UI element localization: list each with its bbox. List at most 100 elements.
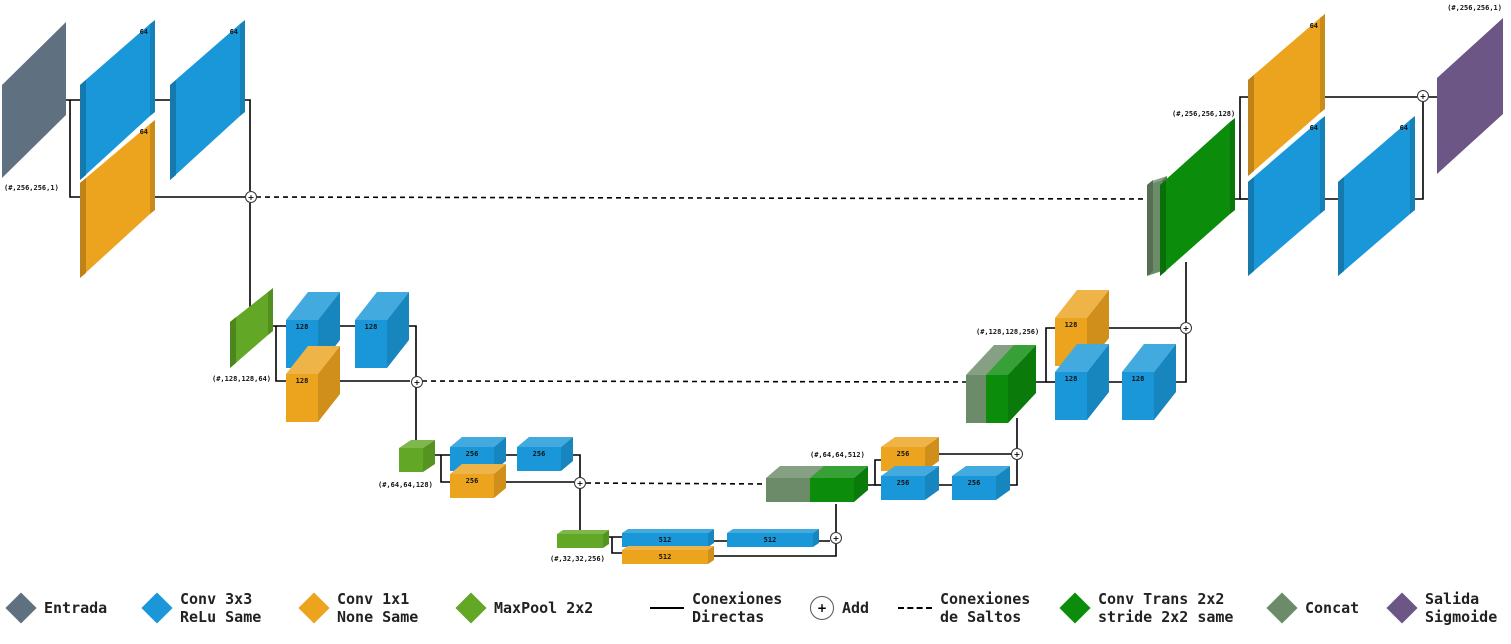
enc3-conv1: 256 xyxy=(450,464,506,498)
legend-entrada-label: Entrada xyxy=(44,599,108,617)
dec1-conv3-b: 64 xyxy=(1338,116,1415,276)
dec3-conv3-b: 256 xyxy=(952,466,1010,500)
legend-conv1: Conv 1x1 None Same xyxy=(297,586,418,630)
bott-conv3-b: 512 xyxy=(727,529,819,547)
dim-pool2: (#,64,64,128) xyxy=(378,481,433,489)
legend-add-label: Add xyxy=(842,599,870,617)
dim-up2: (#,128,128,256) xyxy=(976,328,1039,336)
enc2-conv1: 128 xyxy=(286,346,340,422)
dec3-conv3-a: 256 xyxy=(881,466,939,500)
line-u2-c xyxy=(1030,327,1060,383)
legend-salida: Salida Sigmoide xyxy=(1385,586,1497,630)
dec1-conv3-a: 64 xyxy=(1248,116,1325,276)
dim-input: (#,256,256,1) xyxy=(4,184,59,192)
legend-salida-label: Salida Sigmoide xyxy=(1425,590,1498,626)
enc3-conv3-b: 256 xyxy=(517,437,573,471)
line-add3-pool xyxy=(570,488,581,538)
solid-line-icon xyxy=(650,607,684,609)
line-l4-1x1-add xyxy=(702,544,837,557)
skip-level2 xyxy=(421,380,969,383)
dim-up1: (#,64,64,512) xyxy=(810,451,865,459)
line-p1-down xyxy=(275,326,290,382)
entrada-swatch-icon xyxy=(5,592,37,624)
svg-text:+: + xyxy=(414,378,421,387)
svg-text:+: + xyxy=(1014,450,1021,459)
svg-text:+: + xyxy=(833,534,840,543)
legend-maxpool: MaxPool 2x2 xyxy=(454,586,593,630)
svg-text:128: 128 xyxy=(296,377,309,385)
pool1 xyxy=(230,288,273,368)
dec2-conv3-b: 128 xyxy=(1122,344,1176,420)
up3-convtrans xyxy=(810,466,868,502)
dim-pool3: (#,32,32,256) xyxy=(550,555,605,563)
skip-level1 xyxy=(255,196,1151,200)
salida-slab xyxy=(1437,18,1503,174)
dec3-conv1: 256 xyxy=(881,437,939,471)
svg-text:64: 64 xyxy=(1310,124,1318,132)
svg-text:64: 64 xyxy=(230,28,238,36)
dec2-conv3-a: 128 xyxy=(1055,344,1109,420)
add-5: + xyxy=(1011,448,1023,460)
svg-text:+: + xyxy=(577,479,584,488)
svg-text:128: 128 xyxy=(1065,321,1078,329)
legend-entrada: Entrada xyxy=(4,586,107,630)
legend-concat-label: Concat xyxy=(1305,599,1360,617)
line-p2-down xyxy=(440,455,452,483)
enc3-conv3-a: 256 xyxy=(450,437,506,471)
bott-conv1: 512 xyxy=(622,546,714,564)
legend-conv1-label: Conv 1x1 None Same xyxy=(337,590,419,626)
skip-level3 xyxy=(585,482,771,485)
legend-conv3: Conv 3x3 ReLu Same xyxy=(140,586,261,630)
svg-text:128: 128 xyxy=(296,323,309,331)
up1-convtrans xyxy=(1160,118,1235,276)
legend-maxpool-label: MaxPool 2x2 xyxy=(494,599,594,617)
svg-text:512: 512 xyxy=(659,536,672,544)
enc1-conv3-a: 64 xyxy=(80,20,155,180)
pool2 xyxy=(399,440,435,472)
dim-up3: (#,256,256,128) xyxy=(1172,110,1235,118)
add-4: + xyxy=(830,532,842,544)
svg-text:256: 256 xyxy=(466,450,479,458)
salida-swatch-icon xyxy=(1386,592,1418,624)
dim-output: (#,256,256,1) xyxy=(1447,4,1502,12)
enc2-conv3-b: 128 xyxy=(355,292,409,368)
svg-text:64: 64 xyxy=(1400,124,1408,132)
legend-directas: Conexiones Directas xyxy=(650,586,782,630)
svg-text:256: 256 xyxy=(533,450,546,458)
svg-text:256: 256 xyxy=(968,479,981,487)
dashed-line-icon xyxy=(898,607,932,609)
conv1-swatch-icon xyxy=(298,592,330,624)
enc1-conv3-b: 64 xyxy=(170,20,245,180)
bott-conv3-a: 512 xyxy=(622,529,714,547)
dim-pool1: (#,128,128,64) xyxy=(212,375,271,383)
svg-text:+: + xyxy=(248,193,255,202)
svg-text:128: 128 xyxy=(1065,375,1078,383)
pool3 xyxy=(557,530,609,548)
svg-text:+: + xyxy=(1420,92,1427,101)
legend-add: + Add xyxy=(810,586,869,630)
legend-saltos-label: Conexiones de Saltos xyxy=(940,590,1031,626)
svg-text:512: 512 xyxy=(764,536,777,544)
add-circle-icon: + xyxy=(810,596,834,620)
add-2: + xyxy=(411,376,423,388)
add-7: + xyxy=(1417,90,1429,102)
svg-text:256: 256 xyxy=(897,450,910,458)
concat-swatch-icon xyxy=(1266,592,1298,624)
svg-text:128: 128 xyxy=(1132,375,1145,383)
legend-convtrans: Conv Trans 2x2 stride 2x2 same xyxy=(1058,586,1233,630)
svg-text:128: 128 xyxy=(365,323,378,331)
up2-convtrans xyxy=(986,345,1036,423)
legend-concat: Concat xyxy=(1265,586,1359,630)
convtrans-swatch-icon xyxy=(1059,592,1091,624)
legend: Entrada Conv 3x3 ReLu Same Conv 1x1 None… xyxy=(0,586,1511,636)
legend-conv3-label: Conv 3x3 ReLu Same xyxy=(180,590,262,626)
svg-text:64: 64 xyxy=(140,28,148,36)
enc1-conv1: 64 xyxy=(80,120,155,278)
dec1-conv1: 64 xyxy=(1248,14,1325,176)
svg-text:256: 256 xyxy=(897,479,910,487)
svg-text:512: 512 xyxy=(659,553,672,561)
legend-saltos: Conexiones de Saltos xyxy=(898,586,1030,630)
conv3-swatch-icon xyxy=(141,592,173,624)
line-p3-down xyxy=(611,537,622,554)
